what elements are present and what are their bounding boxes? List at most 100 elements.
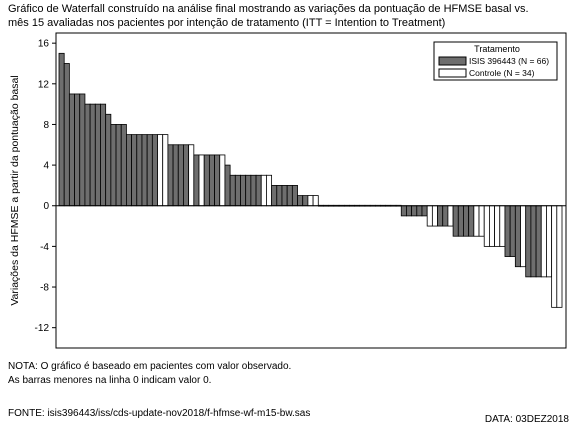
bar-treatment xyxy=(214,154,221,207)
bar-control xyxy=(426,205,433,227)
bar-treatment xyxy=(255,174,262,207)
bar-treatment xyxy=(177,144,184,207)
bar-control xyxy=(551,205,558,308)
y-tick-label: -12 xyxy=(35,323,50,334)
bar-control xyxy=(494,205,501,247)
bar-treatment xyxy=(411,205,418,217)
bar-treatment xyxy=(151,134,158,207)
bar-control xyxy=(483,205,490,247)
bar-treatment xyxy=(276,185,283,207)
bar-control xyxy=(520,205,527,268)
legend-label-control: Controle (N = 34) xyxy=(469,68,535,78)
bar-treatment xyxy=(535,205,542,278)
legend-label-treatment: ISIS 396443 (N = 66) xyxy=(469,56,549,66)
bar-control xyxy=(499,205,506,247)
y-tick-label: 16 xyxy=(38,39,50,50)
legend-swatch-treatment xyxy=(438,56,467,66)
y-tick-label: -8 xyxy=(40,283,49,294)
bar-control xyxy=(198,154,205,207)
chart-title: Gráfico de Waterfall construído na análi… xyxy=(8,2,573,30)
bar-treatment xyxy=(126,134,133,207)
bar-treatment xyxy=(297,195,304,207)
y-axis: 16 12 8 4 0 -4 -8 -12 xyxy=(35,39,56,334)
bar-treatment xyxy=(141,134,148,207)
bar-treatment xyxy=(291,185,298,207)
source-footer: FONTE: isis396443/iss/cds-update-nov2018… xyxy=(8,408,311,419)
bar-control xyxy=(307,195,314,207)
title-line-2: mês 15 avaliadas nos pacientes por inten… xyxy=(8,17,446,29)
bar-control xyxy=(162,134,169,207)
y-tick-label: 0 xyxy=(43,201,49,212)
legend-title: Tratamento xyxy=(474,44,520,54)
bar-treatment xyxy=(437,205,444,227)
bar-treatment xyxy=(406,205,413,217)
bar-treatment xyxy=(271,185,278,207)
note-line-2: As barras menores na linha 0 indicam val… xyxy=(8,375,212,386)
y-axis-label: Variações da HFMSE a partir da pontuação… xyxy=(9,75,21,305)
bar-control xyxy=(488,205,495,247)
legend: Tratamento ISIS 396443 (N = 66) Controle… xyxy=(433,41,558,81)
y-tick-label: 4 xyxy=(43,161,49,172)
bar-control xyxy=(556,205,563,308)
bar-treatment xyxy=(183,144,190,207)
bar-control xyxy=(219,154,226,207)
bar-treatment xyxy=(63,63,70,207)
bar-control xyxy=(266,174,273,207)
bar-treatment xyxy=(203,154,210,207)
bar-treatment xyxy=(136,134,143,207)
bar-treatment xyxy=(208,154,215,207)
bar-treatment xyxy=(504,205,511,257)
bar-treatment xyxy=(172,144,179,207)
bar-control xyxy=(431,205,438,227)
bar-treatment xyxy=(74,93,81,207)
bar-control xyxy=(540,205,547,278)
y-tick-label: 12 xyxy=(38,79,50,90)
bar-treatment xyxy=(302,195,309,207)
bar-treatment xyxy=(68,93,75,207)
bar-treatment xyxy=(167,144,174,207)
bar-treatment xyxy=(193,154,200,207)
bar-treatment xyxy=(281,185,288,207)
bar-treatment xyxy=(146,134,153,207)
bar-treatment xyxy=(229,174,236,207)
bar-control xyxy=(473,205,480,237)
chart-notes: NOTA: O gráfico é baseado em pacientes c… xyxy=(8,360,291,388)
bar-treatment xyxy=(245,174,252,207)
bar-treatment xyxy=(84,103,91,207)
bar-treatment xyxy=(100,103,107,207)
bar-control xyxy=(546,205,553,278)
bar-treatment xyxy=(468,205,475,237)
bar-treatment xyxy=(514,205,521,268)
bar-control xyxy=(447,205,454,227)
bar-control xyxy=(157,134,164,207)
bar-treatment xyxy=(530,205,537,278)
bar-treatment xyxy=(442,205,449,227)
bar-treatment xyxy=(525,205,532,278)
bar-treatment xyxy=(457,205,464,237)
bar-control xyxy=(260,174,267,207)
bar-treatment xyxy=(509,205,516,257)
bar-treatment xyxy=(416,205,423,217)
bar-treatment xyxy=(463,205,470,237)
bar-control xyxy=(478,205,485,237)
bar-treatment xyxy=(224,164,231,207)
bar-treatment xyxy=(452,205,459,237)
date-footer: DATA: 03DEZ2018 xyxy=(484,414,569,425)
bar-treatment xyxy=(58,52,65,207)
bar-treatment xyxy=(240,174,247,207)
bar-treatment xyxy=(94,103,101,207)
bar-control xyxy=(188,144,195,207)
bar-treatment xyxy=(400,205,407,217)
bar-treatment xyxy=(110,124,117,207)
bar-treatment xyxy=(234,174,241,207)
bar-treatment xyxy=(131,134,138,207)
bar-treatment xyxy=(286,185,293,207)
bar-treatment xyxy=(105,113,112,207)
title-line-1: Gráfico de Waterfall construído na análi… xyxy=(8,3,529,15)
bar-treatment xyxy=(89,103,96,207)
legend-swatch-control xyxy=(438,68,467,78)
bar-treatment xyxy=(250,174,257,207)
bar-treatment xyxy=(115,124,122,207)
note-line-1: NOTA: O gráfico é baseado em pacientes c… xyxy=(8,361,292,372)
bar-control xyxy=(312,195,319,207)
